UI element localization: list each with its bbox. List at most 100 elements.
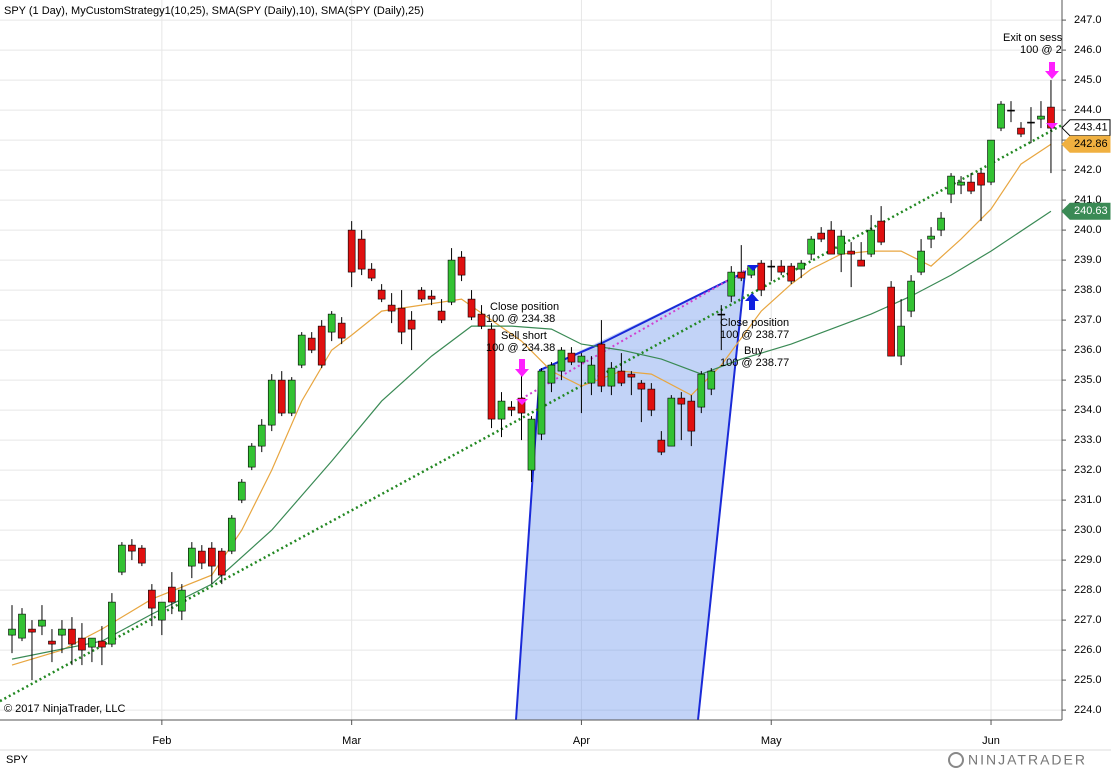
indicator-lines — [0, 124, 1063, 703]
candle-body — [597, 343, 606, 387]
candle-body — [637, 382, 646, 390]
candle-body — [78, 637, 86, 651]
y-tick-label: 239.0 — [1074, 254, 1102, 266]
x-tick-label: Apr — [573, 735, 590, 747]
y-tick-label: 247.0 — [1074, 14, 1102, 26]
candle-body — [947, 175, 955, 195]
candle-body — [917, 250, 925, 273]
y-tick-label: 235.0 — [1074, 374, 1102, 386]
price-marker-label: 240.63 — [1074, 205, 1108, 217]
annotation: 100 @ 238.77 — [720, 329, 789, 341]
candle-body — [1037, 115, 1045, 120]
candle-body — [887, 286, 895, 357]
logo-icon — [948, 752, 964, 768]
candle-body — [8, 628, 16, 636]
candle-body — [317, 325, 326, 366]
candle-body — [108, 601, 116, 645]
candle-body — [168, 586, 176, 603]
y-tick-label: 234.0 — [1074, 404, 1102, 416]
y-tick-label: 226.0 — [1074, 644, 1102, 656]
candle-body — [537, 370, 546, 435]
candle-body — [587, 364, 596, 384]
annotation: Close position — [490, 301, 559, 313]
candle-body — [118, 544, 126, 573]
candle-body — [48, 640, 56, 645]
x-tick-label: Mar — [342, 735, 361, 747]
price-marker-label: 242.86 — [1074, 138, 1108, 150]
sma-line — [11, 143, 1052, 666]
candle-body — [447, 259, 456, 303]
price-marker — [1061, 135, 1111, 153]
candle-body — [717, 313, 726, 316]
candle-body — [287, 379, 296, 414]
candle-body — [227, 517, 236, 552]
annotation: Exit on sessi — [1003, 32, 1065, 44]
sell-arrow — [515, 359, 529, 377]
candles — [8, 80, 1055, 681]
candle-body — [307, 337, 316, 351]
candle-body — [847, 250, 855, 255]
candle-body — [1007, 109, 1015, 112]
candle-body — [547, 364, 556, 384]
candle-body — [208, 547, 216, 567]
candle-body — [217, 550, 226, 576]
candle-body — [797, 262, 806, 270]
y-tick-label: 233.0 — [1074, 434, 1102, 446]
exit-arrow — [1045, 62, 1059, 79]
candle-body — [457, 256, 466, 276]
candle-body — [517, 397, 526, 414]
annotation: Close position — [720, 317, 789, 329]
symbol: SPY — [6, 754, 29, 766]
y-tick-label: 224.0 — [1074, 704, 1102, 716]
candle-body — [757, 262, 766, 291]
candle-body — [98, 640, 106, 648]
candle-body — [1027, 121, 1035, 124]
annotation: Sell short — [501, 330, 547, 342]
candle-body — [617, 370, 626, 384]
candle-body — [737, 271, 746, 279]
candle-body — [677, 397, 686, 405]
candle-body — [327, 313, 336, 333]
candle-body — [417, 289, 426, 300]
candle-body — [387, 304, 396, 312]
price-marker — [1061, 202, 1111, 220]
candle-body — [188, 547, 196, 567]
candle-body — [58, 628, 66, 636]
candle-body — [577, 355, 586, 363]
candle-body — [707, 370, 716, 390]
x-tick-label: Feb — [152, 735, 171, 747]
candle-body — [647, 388, 656, 411]
candle-body — [138, 547, 146, 564]
candle-body — [267, 379, 276, 426]
candle-body — [907, 280, 915, 312]
candle-body — [507, 406, 516, 411]
candle-body — [128, 544, 136, 552]
candle-body — [497, 400, 506, 420]
candle-body — [487, 328, 496, 420]
y-tick-label: 240.0 — [1074, 224, 1102, 236]
chart-title: SPY (1 Day), MyCustomStrategy1(10,25), S… — [4, 5, 424, 17]
candle-body — [787, 265, 796, 282]
exit-marker — [1046, 123, 1058, 129]
candle-body — [18, 613, 26, 639]
annotation: 100 @ 234.38 — [486, 313, 555, 325]
candle-body — [437, 310, 446, 321]
sma-line — [11, 210, 1052, 660]
candle-body — [817, 232, 825, 240]
y-tick-label: 242.0 — [1074, 164, 1102, 176]
region-fill — [516, 272, 745, 720]
trade-markers — [515, 62, 1059, 405]
candle-body — [997, 103, 1005, 129]
annotation: 100 @ 24 — [1020, 44, 1068, 56]
candle-body — [607, 367, 616, 387]
y-tick-label: 230.0 — [1074, 524, 1102, 536]
candle-body — [198, 550, 206, 564]
annotation: Buy — [744, 345, 763, 357]
candle-body — [257, 424, 266, 447]
candle-body — [927, 235, 935, 240]
y-tick-label: 236.0 — [1074, 344, 1102, 356]
candle-body — [977, 172, 985, 186]
candle-body — [148, 589, 156, 609]
